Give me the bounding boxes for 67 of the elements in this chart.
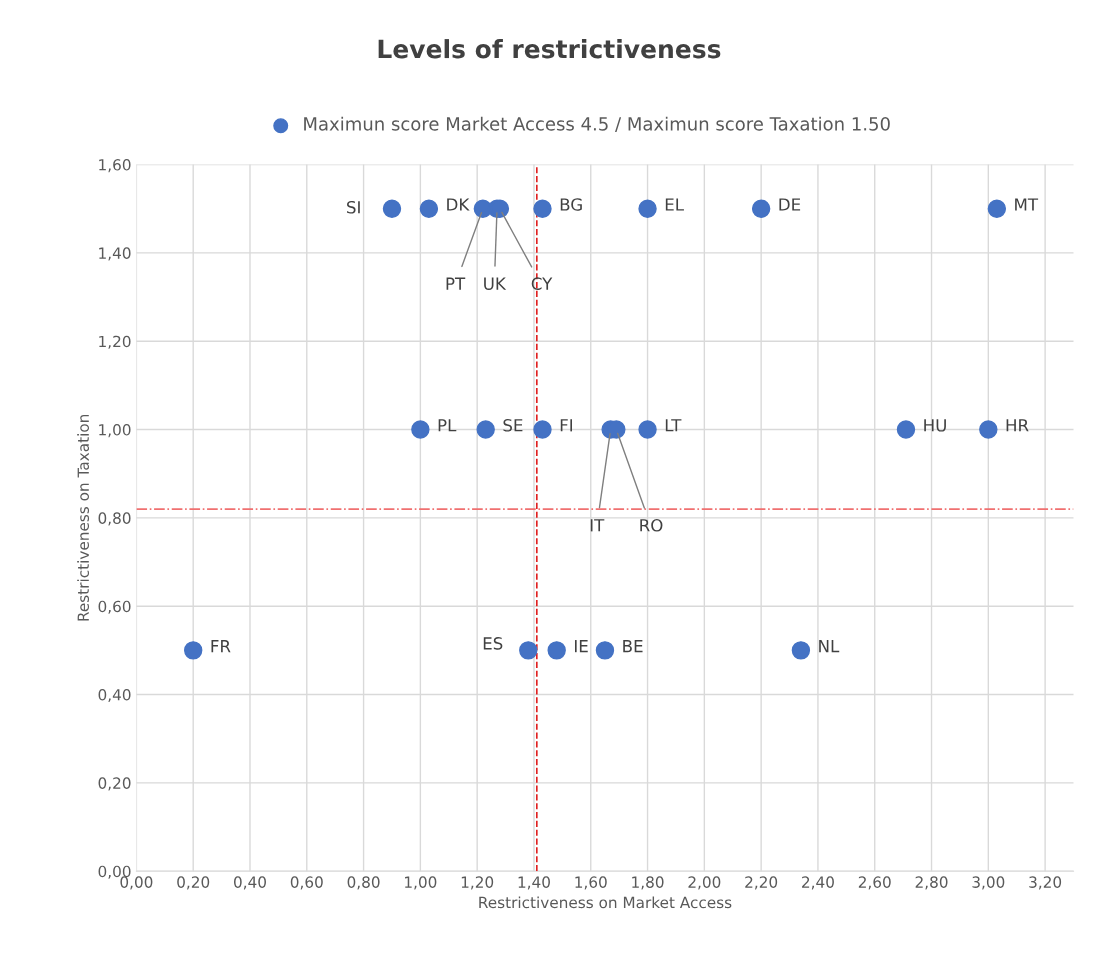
annotation: SE bbox=[503, 419, 523, 432]
annotation: MT bbox=[1015, 198, 1039, 211]
annotation: PL bbox=[438, 419, 457, 432]
x-axis-title: Restrictiveness on Market Access bbox=[479, 896, 732, 909]
annotation: SI bbox=[347, 200, 360, 214]
x-tick-label: 0,20 bbox=[177, 876, 210, 890]
y-tick-label: 1,60 bbox=[99, 159, 131, 173]
annotation: NL bbox=[819, 640, 840, 653]
annotation: HR bbox=[1006, 419, 1029, 432]
annotation: BG bbox=[560, 198, 582, 211]
y-tick-label: 0,60 bbox=[98, 600, 131, 614]
annotation: FR bbox=[211, 640, 231, 653]
point bbox=[533, 199, 552, 218]
x-tick-label: 2,60 bbox=[858, 876, 891, 890]
point bbox=[547, 641, 566, 660]
annotation: PT bbox=[446, 277, 466, 290]
x-tick-label: 0,40 bbox=[233, 876, 266, 890]
point bbox=[411, 420, 430, 439]
point bbox=[533, 420, 552, 439]
annotation: ES bbox=[483, 637, 503, 650]
x-tick-label: 0,60 bbox=[290, 876, 323, 890]
point bbox=[979, 420, 998, 439]
x-tick-label: 1,20 bbox=[461, 876, 494, 890]
chart-title: Levels of restrictiveness bbox=[378, 39, 721, 59]
x-tick-label: 2,40 bbox=[802, 876, 834, 890]
y-tick-label: 0,20 bbox=[98, 777, 131, 791]
point bbox=[519, 641, 538, 660]
x-tick-label: 2,80 bbox=[915, 876, 948, 890]
point bbox=[751, 199, 771, 218]
annotation: LT bbox=[665, 419, 682, 432]
x-tick-label: 2,00 bbox=[688, 876, 721, 890]
x-tick-label: 3,00 bbox=[972, 876, 1005, 890]
y-tick-label: 1,00 bbox=[99, 424, 131, 438]
annotation: DK bbox=[447, 198, 470, 211]
point bbox=[595, 641, 615, 660]
y-tick-label: 0,40 bbox=[98, 689, 131, 703]
x-tick-label: 1,40 bbox=[518, 876, 550, 890]
x-tick-label: 1,60 bbox=[575, 876, 607, 890]
y-tick-label: 1,40 bbox=[99, 247, 131, 261]
point bbox=[382, 199, 402, 218]
point bbox=[896, 420, 916, 439]
point bbox=[419, 199, 439, 218]
point bbox=[476, 420, 495, 439]
y-tick-label: 0,80 bbox=[98, 512, 131, 526]
x-tick-label: 1,80 bbox=[632, 876, 664, 890]
annotation: UK bbox=[484, 277, 507, 290]
point bbox=[638, 199, 657, 218]
annotation: DE bbox=[779, 198, 801, 211]
x-tick-label: 1,00 bbox=[405, 876, 437, 890]
point bbox=[638, 420, 657, 439]
x-tick-label: 0,80 bbox=[347, 876, 380, 890]
point bbox=[987, 199, 1007, 218]
annotation: CY bbox=[531, 277, 553, 290]
y-tick-label: 1,20 bbox=[99, 335, 131, 349]
annotation: EL bbox=[665, 198, 684, 211]
annotation: RO bbox=[640, 519, 663, 532]
annotation: HU bbox=[924, 419, 946, 432]
y-axis-title: Restrictiveness on Taxation bbox=[77, 414, 90, 621]
annotation: BE bbox=[623, 640, 643, 653]
x-tick-label: 2,20 bbox=[745, 876, 778, 890]
annotation: IE bbox=[574, 640, 588, 653]
legend-label: Maximun score Market Access 4.5 / Maximun score Taxation 1.50 bbox=[304, 116, 890, 133]
point bbox=[184, 641, 203, 660]
point bbox=[791, 641, 811, 660]
annotation: FI bbox=[560, 419, 573, 432]
x-tick-label: 3,20 bbox=[1029, 876, 1062, 890]
annotation: IT bbox=[590, 519, 605, 532]
